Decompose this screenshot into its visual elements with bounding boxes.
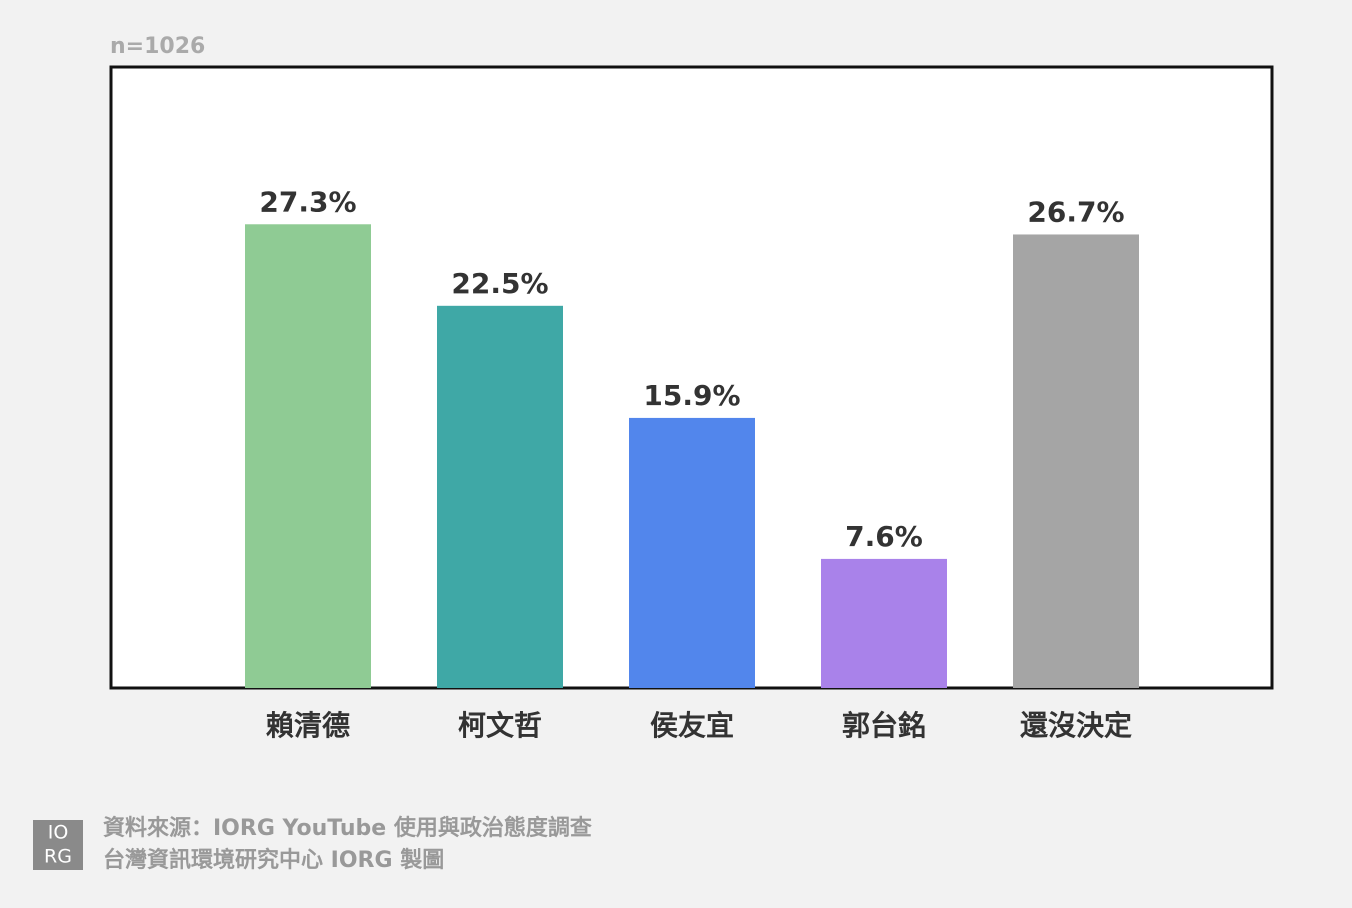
logo <box>33 820 83 870</box>
bar <box>821 558 947 688</box>
logo-text: IO <box>48 822 69 844</box>
chart-subtitle: n=1026 <box>110 34 205 59</box>
bar <box>1013 234 1139 688</box>
x-tick-label: 賴清德 <box>266 709 350 742</box>
value-label: 26.7% <box>1027 195 1124 228</box>
value-label: 22.5% <box>451 267 548 300</box>
x-tick-label: 郭台銘 <box>842 709 926 742</box>
bar <box>629 417 755 688</box>
x-tick-label: 柯文哲 <box>458 709 542 742</box>
bar <box>245 224 371 688</box>
x-tick-label: 還沒決定 <box>1020 709 1132 742</box>
bar <box>437 305 563 688</box>
value-label: 27.3% <box>259 185 356 218</box>
logo-text: RG <box>44 846 72 868</box>
source-text: 台灣資訊環境研究中心 IORG 製圖 <box>103 847 444 873</box>
value-label: 15.9% <box>643 379 740 412</box>
source-text: 資料來源：IORG YouTube 使用與政治態度調查 <box>103 815 592 841</box>
x-tick-label: 侯友宜 <box>650 709 734 742</box>
value-label: 7.6% <box>845 520 923 553</box>
